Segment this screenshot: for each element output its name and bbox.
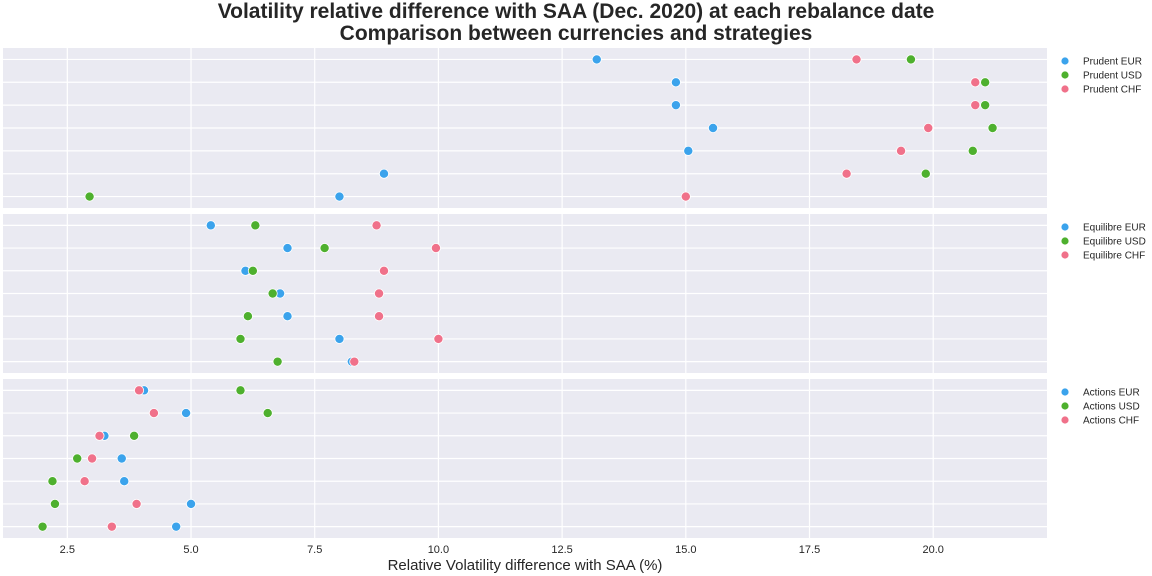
data-point-chf xyxy=(896,145,907,156)
data-point-eur xyxy=(683,145,694,156)
data-point-chf xyxy=(106,521,117,532)
data-point-usd xyxy=(319,243,330,254)
legend-marker-eur xyxy=(1061,57,1069,65)
data-point-chf xyxy=(680,191,691,202)
legend-marker-chf xyxy=(1061,251,1069,259)
data-point-eur xyxy=(670,100,681,111)
panel-3: Actions EUR Actions USD Actions CHF xyxy=(3,379,1140,538)
data-point-chf xyxy=(131,498,142,509)
data-point-usd xyxy=(47,476,58,487)
data-point-usd xyxy=(84,191,95,202)
data-point-eur xyxy=(181,408,192,419)
x-tick-label: 10.0 xyxy=(428,544,449,556)
chart-title-line-2: Comparison between currencies and strate… xyxy=(339,22,813,45)
data-point-chf xyxy=(79,476,90,487)
data-point-chf xyxy=(433,333,444,344)
data-point-chf xyxy=(87,453,98,464)
data-point-usd xyxy=(247,265,258,276)
data-point-chf xyxy=(851,54,862,65)
data-point-usd xyxy=(129,430,140,441)
x-tick-label: 12.5 xyxy=(551,544,572,556)
data-point-usd xyxy=(967,145,978,156)
legend-marker-eur xyxy=(1061,223,1069,231)
data-point-chf xyxy=(378,265,389,276)
legend-label: Prudent EUR xyxy=(1083,57,1142,68)
data-point-usd xyxy=(235,385,246,396)
data-point-eur xyxy=(708,123,719,134)
data-point-usd xyxy=(262,408,273,419)
data-point-usd xyxy=(267,288,278,299)
data-point-eur xyxy=(282,311,293,322)
data-point-usd xyxy=(272,356,283,367)
legend-label: Actions CHF xyxy=(1083,416,1139,427)
data-point-eur xyxy=(670,77,681,88)
x-tick-label: 15.0 xyxy=(675,544,696,556)
data-point-chf xyxy=(371,220,382,231)
legend-label: Actions EUR xyxy=(1083,388,1140,399)
x-tick-label: 20.0 xyxy=(922,544,943,556)
legend-marker-chf xyxy=(1061,416,1069,424)
data-point-eur xyxy=(186,498,197,509)
data-point-usd xyxy=(37,521,48,532)
data-point-usd xyxy=(980,77,991,88)
legend-marker-usd xyxy=(1061,402,1069,410)
data-point-chf xyxy=(349,356,360,367)
data-point-chf xyxy=(430,243,441,254)
data-point-chf xyxy=(374,288,385,299)
data-point-usd xyxy=(980,100,991,111)
legend-label: Equilibre EUR xyxy=(1083,223,1146,234)
data-point-eur xyxy=(378,168,389,179)
data-point-eur xyxy=(116,453,127,464)
data-point-eur xyxy=(334,333,345,344)
chart-title-line-1: Volatility relative difference with SAA … xyxy=(217,0,935,23)
data-point-eur xyxy=(171,521,182,532)
data-point-eur xyxy=(119,476,130,487)
data-point-usd xyxy=(987,123,998,134)
data-point-chf xyxy=(134,385,145,396)
data-point-chf xyxy=(374,311,385,322)
data-point-eur xyxy=(334,191,345,202)
legend-label: Equilibre CHF xyxy=(1083,251,1145,262)
data-point-chf xyxy=(970,77,981,88)
legend-marker-usd xyxy=(1061,71,1069,79)
panel-1: Prudent EUR Prudent USD Prudent CHF xyxy=(3,48,1142,208)
x-tick-label: 17.5 xyxy=(799,544,820,556)
data-point-chf xyxy=(970,100,981,111)
data-point-chf xyxy=(148,408,159,419)
data-point-usd xyxy=(920,168,931,179)
data-point-eur xyxy=(205,220,216,231)
data-point-chf xyxy=(841,168,852,179)
data-point-chf xyxy=(923,123,934,134)
x-tick-label: 7.5 xyxy=(307,544,322,556)
x-axis-label: Relative Volatility difference with SAA … xyxy=(388,557,663,574)
legend-label: Equilibre USD xyxy=(1083,237,1146,248)
data-point-eur xyxy=(591,54,602,65)
data-point-usd xyxy=(905,54,916,65)
data-point-usd xyxy=(49,498,60,509)
data-point-usd xyxy=(250,220,261,231)
legend-marker-usd xyxy=(1061,237,1069,245)
legend-marker-chf xyxy=(1061,85,1069,93)
data-point-usd xyxy=(235,333,246,344)
data-point-usd xyxy=(242,311,253,322)
data-point-chf xyxy=(94,430,105,441)
x-tick-label: 2.5 xyxy=(60,544,75,556)
legend-label: Prudent USD xyxy=(1083,71,1142,82)
data-point-eur xyxy=(282,243,293,254)
legend-label: Prudent CHF xyxy=(1083,85,1141,96)
data-point-usd xyxy=(72,453,83,464)
panel-2: Equilibre EUR Equilibre USD Equilibre CHF xyxy=(3,214,1146,373)
x-tick-label: 5.0 xyxy=(183,544,198,556)
legend-marker-eur xyxy=(1061,388,1069,396)
legend-label: Actions USD xyxy=(1083,402,1140,413)
